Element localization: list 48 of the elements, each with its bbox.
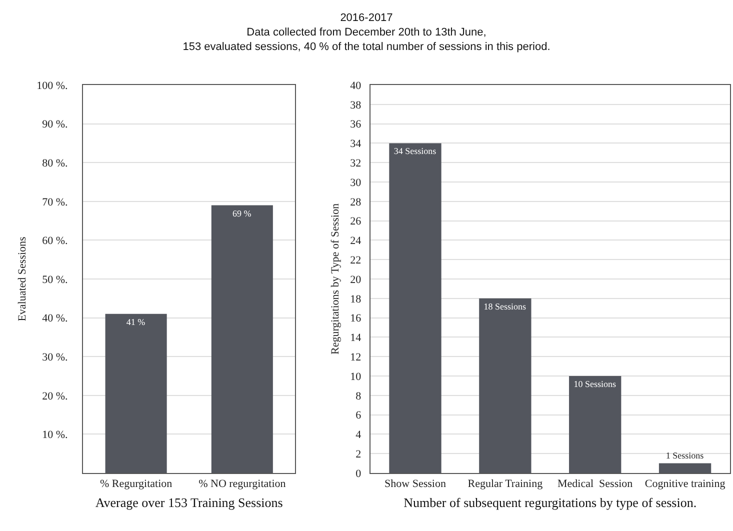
data-label: 1 Sessions xyxy=(666,450,704,460)
data-label: 41 % xyxy=(126,316,146,327)
y-tick-label: 18 xyxy=(350,293,362,306)
data-label: 34 Sessions xyxy=(394,146,437,156)
y-tick-label: 0 xyxy=(356,468,362,480)
y-tick-label: 16 xyxy=(350,312,362,325)
y-tick-label: 2 xyxy=(356,448,362,460)
y-tick-label: 40 %. xyxy=(42,312,68,325)
y-tick-label: 80 %. xyxy=(42,157,68,170)
y-tick-label: 50 %. xyxy=(42,274,68,286)
y-tick-label: 22 xyxy=(350,254,362,266)
text: 2016-2017 Data collected from December 20th to 13th June, 153 evaluated sessions, 40 % of the total number of sessions in this period. xyxy=(182,12,550,53)
y-tick-label: 26 xyxy=(350,216,362,228)
y-tick-label: 30 %. xyxy=(42,351,68,364)
y-tick-label: 20 xyxy=(350,274,362,286)
x-axis-title: Average over 153 Training Sessions xyxy=(95,494,283,510)
y-tick-label: 14 xyxy=(350,332,362,344)
y-tick-label: 36 xyxy=(350,118,362,131)
y-tick-label: 20 %. xyxy=(42,390,68,402)
x-tick-label: % NO regurgitation xyxy=(198,478,286,490)
y-axis-title: Evaluated Sessions xyxy=(16,236,28,322)
y-tick-label: 10 %. xyxy=(42,429,68,442)
y-tick-label: 12 xyxy=(350,351,362,364)
x-tick-label: Cognitive training xyxy=(644,478,726,490)
y-axis-title: Regurgitations by Type of Session xyxy=(330,203,342,354)
y-tick-label: 6 xyxy=(356,410,362,422)
data-label: 69 % xyxy=(232,208,252,218)
y-tick-label: 10 xyxy=(350,370,362,383)
y-tick-label: 24 xyxy=(350,235,362,248)
y-tick-label: 40 xyxy=(350,80,362,92)
x-axis-title: Number of subsequent regurgitations by type of session. xyxy=(404,494,697,510)
x-tick-label: Medical Session xyxy=(558,478,634,490)
data-label: 10 Sessions xyxy=(574,379,616,389)
y-tick-label: 8 xyxy=(356,390,362,402)
y-tick-label: 60 %. xyxy=(42,235,68,248)
y-tick-label: 38 xyxy=(350,99,362,112)
y-tick-label: 70 %. xyxy=(42,196,68,208)
x-tick-label: Show Session xyxy=(384,478,446,490)
x-tick-label: Regular Training xyxy=(468,478,544,490)
x-tick-label: % Regurgitation xyxy=(100,478,173,490)
y-tick-label: 100 %. xyxy=(36,80,68,92)
data-label: 18 Sessions xyxy=(484,301,527,312)
y-tick-label: 34 xyxy=(350,138,362,150)
y-tick-label: 28 xyxy=(350,196,362,208)
y-tick-label: 30 xyxy=(350,176,362,189)
y-tick-label: 4 xyxy=(356,429,362,442)
y-tick-label: 32 xyxy=(350,157,362,170)
y-tick-label: 90 %. xyxy=(42,118,68,131)
